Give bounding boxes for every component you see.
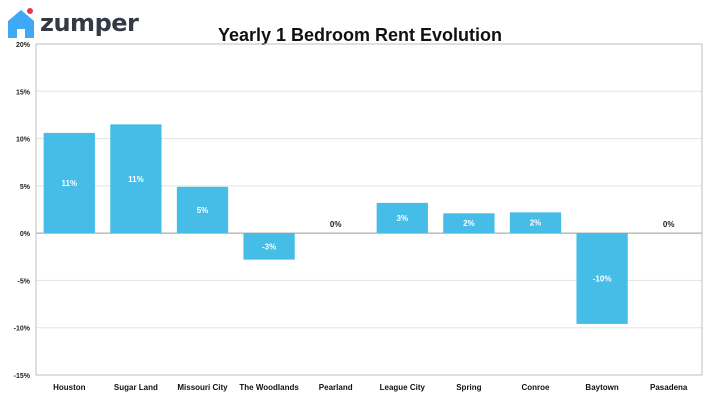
chart-title: Yearly 1 Bedroom Rent Evolution xyxy=(217,25,503,45)
data-label: 11% xyxy=(62,179,78,188)
y-tick-label: 15% xyxy=(16,89,31,96)
bar xyxy=(376,202,428,234)
x-tick-label: Conroe xyxy=(522,383,551,392)
bar xyxy=(43,132,95,234)
y-tick-label: -5% xyxy=(18,278,31,285)
bar xyxy=(243,233,295,260)
x-tick-label: League City xyxy=(380,383,426,392)
zumper-logo: zumper xyxy=(6,6,139,40)
x-tick-label: Spring xyxy=(456,383,481,392)
plot-area-border xyxy=(35,43,703,376)
x-tick-label: Pearland xyxy=(319,383,353,392)
bar xyxy=(443,213,495,234)
y-tick-label: -15% xyxy=(14,373,31,380)
y-tick-label: 20% xyxy=(16,42,31,49)
y-tick-label: 0% xyxy=(20,231,31,238)
x-tick-label: Missouri City xyxy=(177,383,228,392)
x-tick-label: Houston xyxy=(53,383,86,392)
data-label: 0% xyxy=(330,220,342,229)
house-logo-icon xyxy=(8,8,34,38)
bar xyxy=(176,186,229,234)
bar xyxy=(576,233,628,324)
data-label: -3% xyxy=(262,242,276,251)
x-axis-labels: Houston Sugar Land Missouri City The Woodla… xyxy=(53,383,688,392)
brand-name: zumper xyxy=(40,9,139,37)
data-label: 2% xyxy=(463,219,475,228)
y-axis-labels: 20% 15% 10% 5% 0% -5% -10% -15% xyxy=(14,42,31,380)
x-tick-label: Pasadena xyxy=(650,383,688,392)
y-tick-label: 10% xyxy=(16,137,31,144)
data-label: 5% xyxy=(197,206,209,215)
data-labels: 11% 11% 5% -3% 0% 3% 2% 2% -10% 0% xyxy=(62,175,675,284)
x-tick-label: The Woodlands xyxy=(239,383,299,392)
data-label: 11% xyxy=(128,175,144,184)
y-tick-label: -10% xyxy=(14,326,31,333)
bars xyxy=(43,124,628,324)
data-label: 2% xyxy=(530,219,542,228)
data-label: 0% xyxy=(663,220,675,229)
data-label: 3% xyxy=(397,214,409,223)
x-tick-label: Baytown xyxy=(585,383,618,392)
bar xyxy=(509,212,562,234)
data-label: -10% xyxy=(593,275,612,284)
y-tick-label: 5% xyxy=(20,184,31,191)
bar xyxy=(110,124,162,234)
x-tick-label: Sugar Land xyxy=(114,383,158,392)
